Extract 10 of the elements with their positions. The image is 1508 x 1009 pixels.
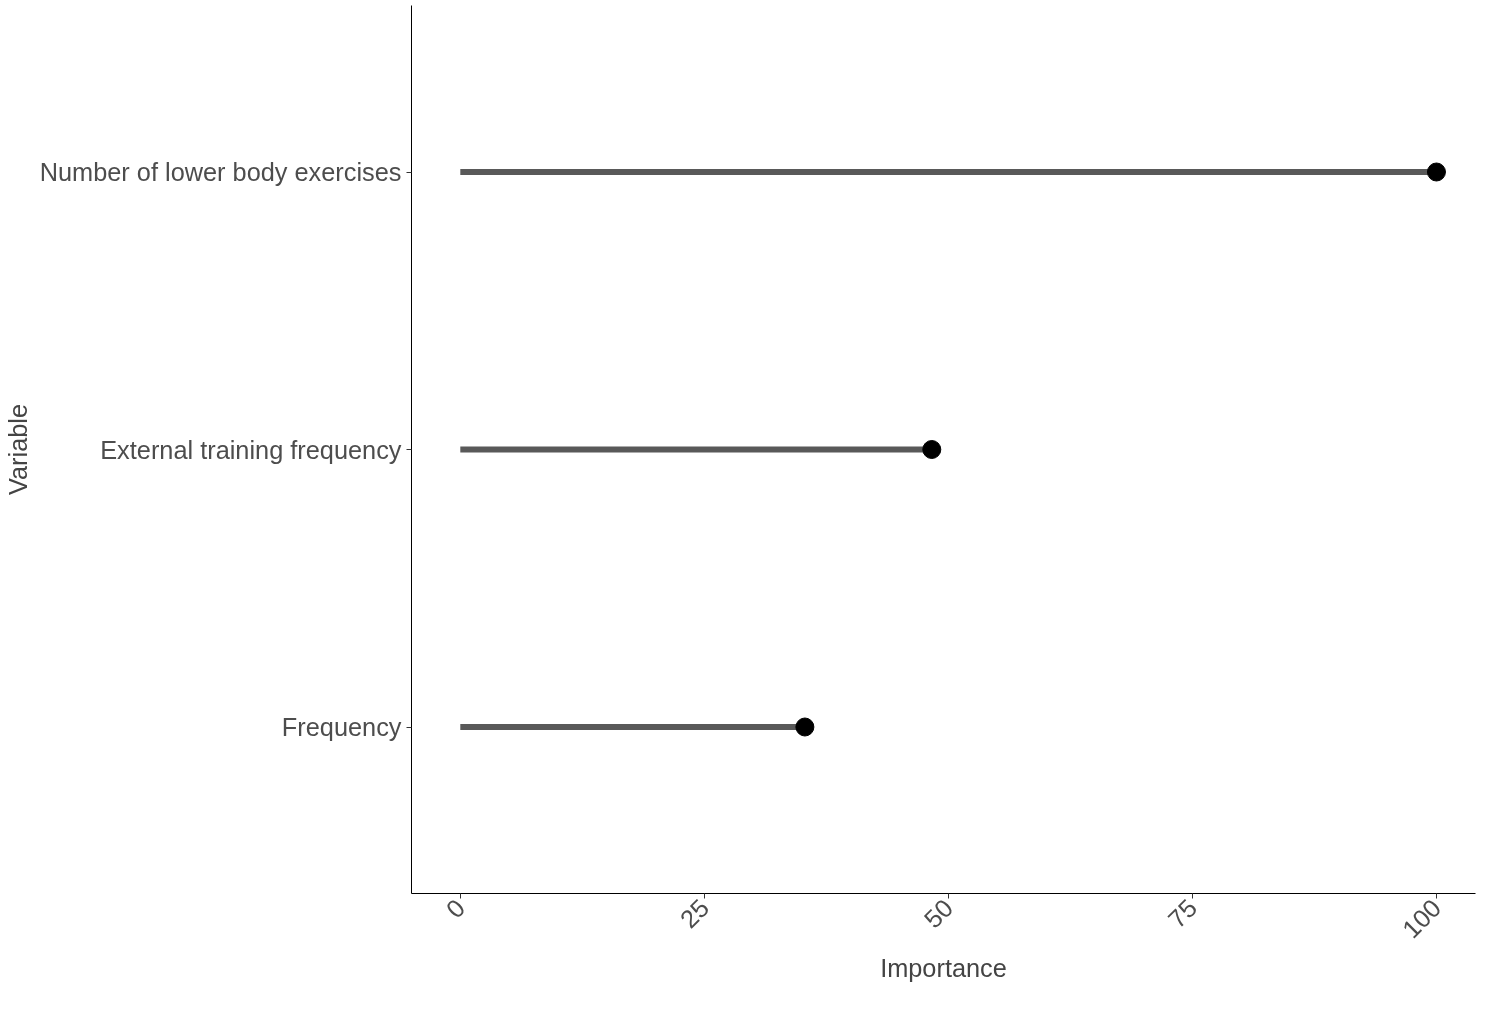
x-tick-label: 100	[1396, 893, 1447, 944]
x-tick-label: 25	[674, 893, 715, 934]
x-axis-title: Importance	[880, 954, 1007, 983]
y-tick-label: External training frequency	[100, 435, 402, 464]
y-tick-label: Frequency	[281, 713, 402, 741]
x-tick-label: 75	[1162, 893, 1203, 934]
y-tick-label: Number of lower body exercises	[39, 158, 402, 186]
x-tick-label: 0	[440, 893, 471, 924]
y-axis-title: Variable	[3, 403, 32, 496]
x-tick-label: 50	[918, 893, 959, 934]
